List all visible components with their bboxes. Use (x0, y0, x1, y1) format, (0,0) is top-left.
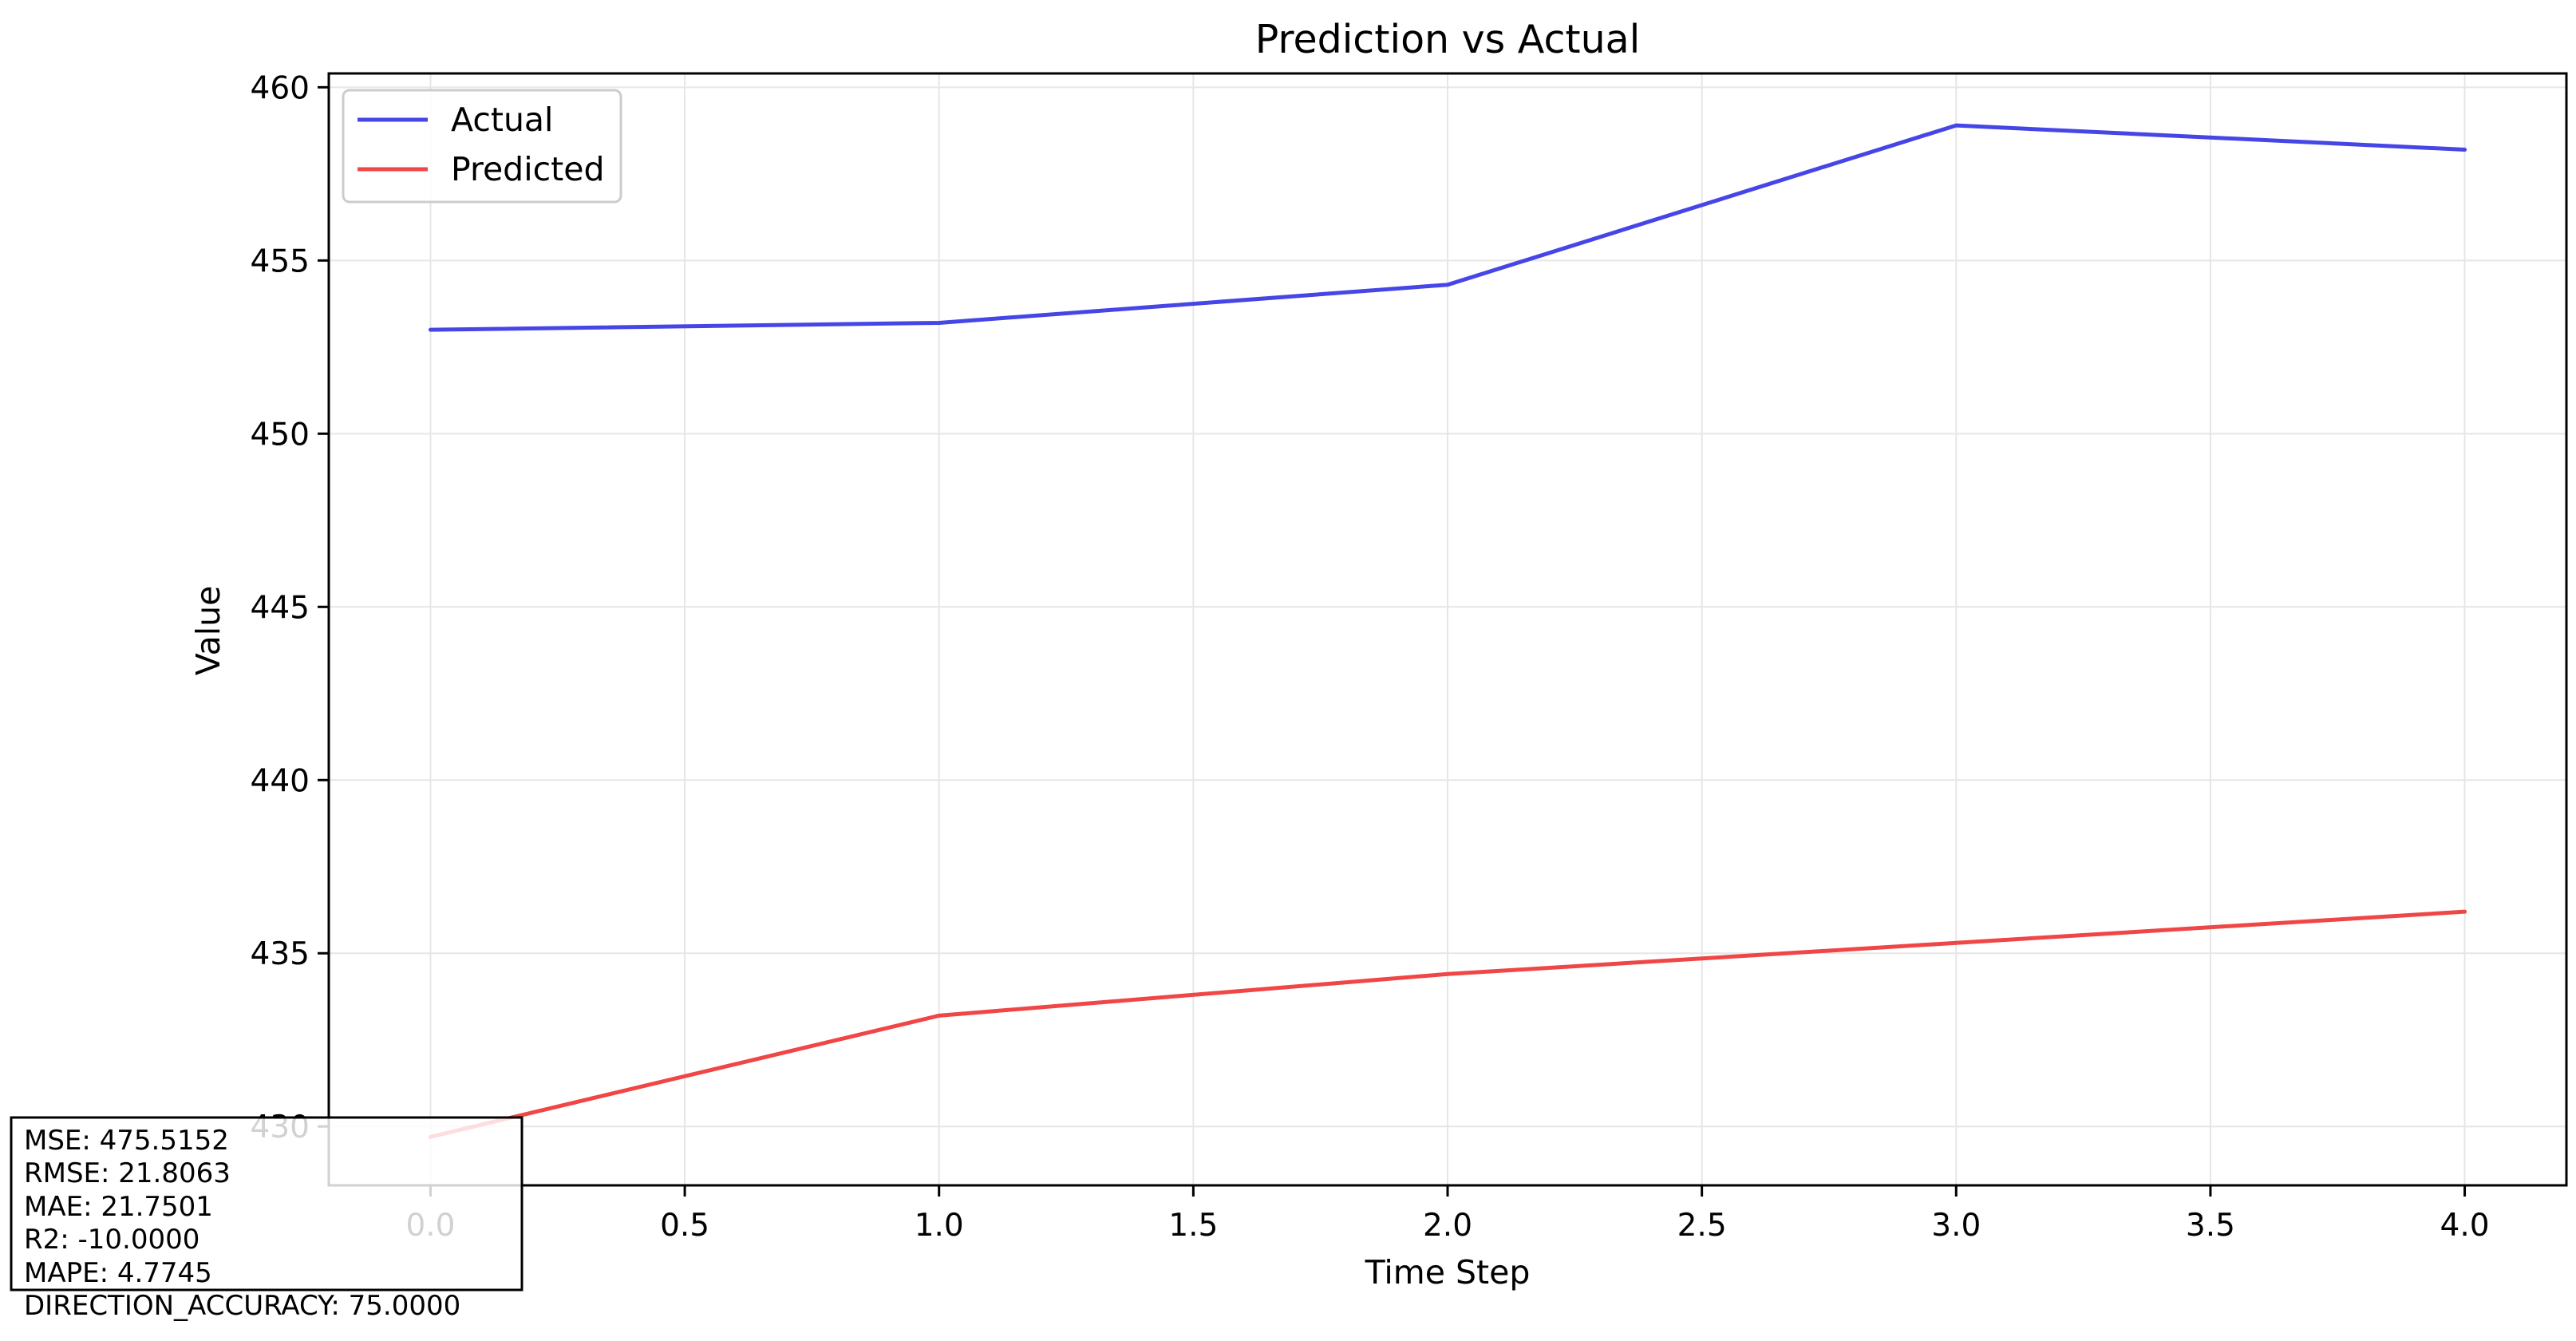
series-line-predicted (428, 909, 2467, 1139)
x-tick-label: 3.5 (2186, 1208, 2235, 1244)
x-tick-label: 0.5 (660, 1208, 709, 1244)
metric-rmse: RMSE: 21.8063 (24, 1157, 231, 1189)
x-axis-label: Time Step (1365, 1253, 1531, 1292)
x-tick-label: 3.0 (1931, 1208, 1981, 1244)
metrics-box-frame (10, 1116, 523, 1292)
series-layer (428, 123, 2467, 1139)
x-tick-label: 2.0 (1423, 1208, 1472, 1244)
x-tick-label: 2.5 (1677, 1208, 1727, 1244)
legend-label-predicted: Predicted (451, 150, 604, 188)
metric-mape: MAPE: 4.7745 (24, 1257, 212, 1289)
y-tick-label: 435 (251, 936, 310, 972)
chart-title: Prediction vs Actual (1255, 17, 1641, 62)
x-tick-label: 1.5 (1168, 1208, 1218, 1244)
series-line-actual (428, 123, 2467, 332)
y-tick-label: 445 (251, 590, 310, 626)
y-tick-label: 455 (251, 243, 310, 279)
metric-mae: MAE: 21.7501 (24, 1191, 213, 1223)
metric-r2: R2: -10.0000 (24, 1224, 200, 1256)
grid-lines (329, 73, 2566, 1185)
legend-label-actual: Actual (451, 101, 553, 139)
legend: Actual Predicted (342, 89, 622, 204)
metric-direction-accuracy: DIRECTION_ACCURACY: 75.0000 (24, 1290, 460, 1322)
y-tick-label: 440 (251, 763, 310, 799)
x-tick-label: 1.0 (915, 1208, 964, 1244)
metrics-box: MSE: 475.5152 RMSE: 21.8063 MAE: 21.7501… (10, 1116, 523, 1322)
y-tick-label: 450 (251, 417, 310, 453)
metric-mse: MSE: 475.5152 (24, 1125, 229, 1157)
x-tick-label: 4.0 (2440, 1208, 2490, 1244)
y-tick-label: 460 (251, 70, 310, 106)
y-axis-label: Value (189, 586, 227, 676)
